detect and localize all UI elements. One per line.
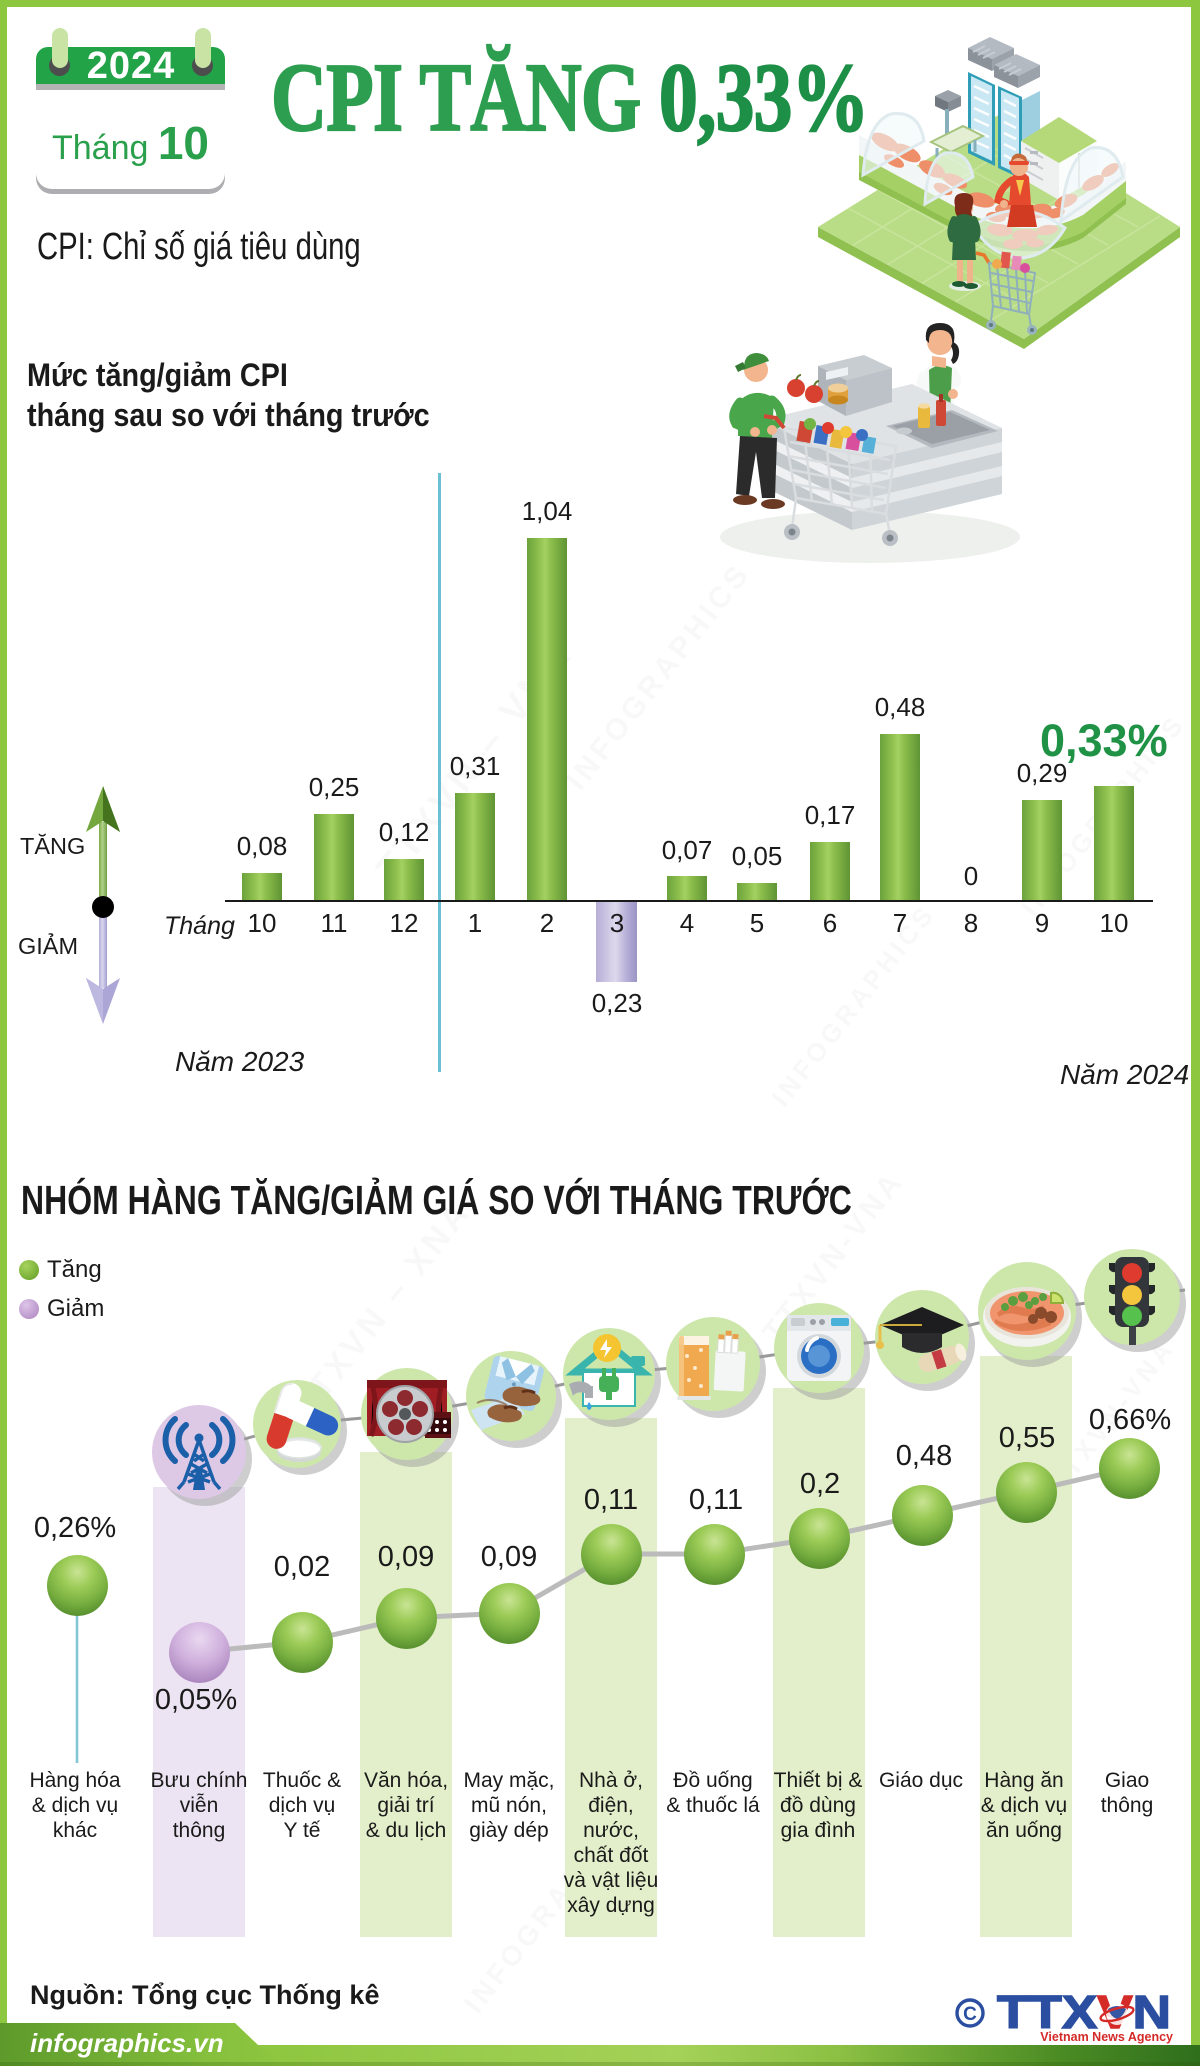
svg-text:Vietnam News Agency: Vietnam News Agency bbox=[1040, 2030, 1173, 2044]
svg-text:TTXVN: TTXVN bbox=[997, 1986, 1171, 2038]
svg-text:C: C bbox=[963, 2004, 977, 2025]
